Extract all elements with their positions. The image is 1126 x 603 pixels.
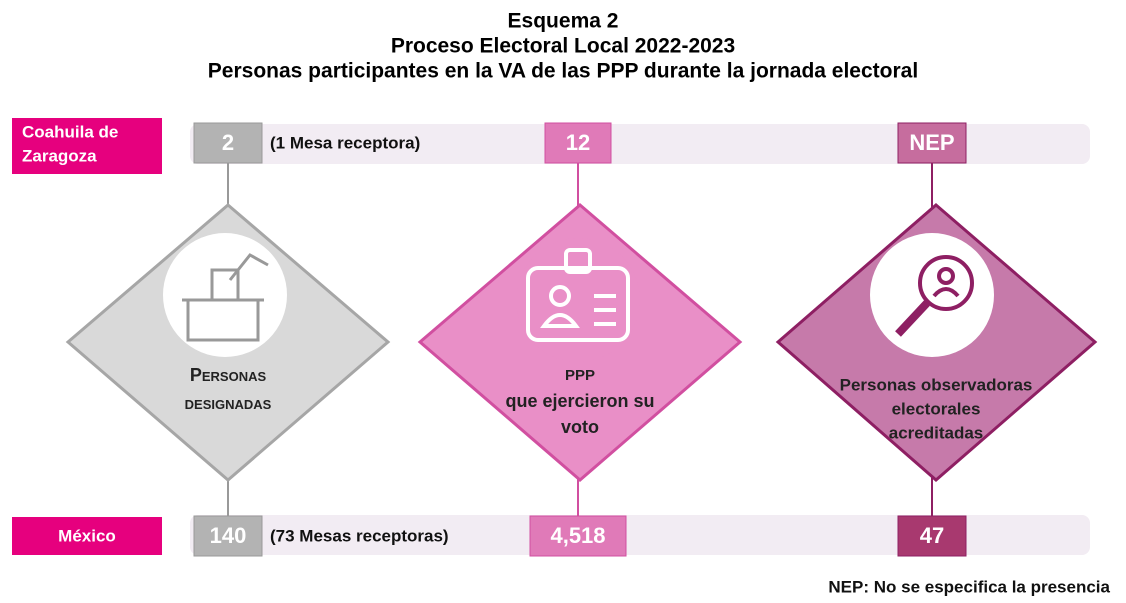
count: 2	[222, 130, 234, 155]
footnote: NEP: No se especifica la presencia	[828, 577, 1110, 596]
diamond-text: que ejercieron su	[505, 391, 654, 411]
entity-text: Coahuila de	[22, 122, 118, 141]
count-box	[897, 515, 967, 557]
diamond-text: Personas	[190, 365, 267, 385]
title-line: Personas participantes en la VA de las P…	[208, 60, 918, 83]
title-line: Proceso Electoral Local 2022-2023	[391, 35, 735, 58]
count: 12	[566, 130, 590, 155]
diamond-text: designadas	[185, 393, 272, 413]
ballot-icon	[182, 253, 269, 342]
search-icon	[895, 255, 974, 337]
count: 47	[920, 523, 944, 548]
title-line: Esquema 2	[508, 10, 619, 33]
badge-icon	[526, 248, 630, 342]
tables-note: (1 Mesa receptora)	[270, 133, 420, 152]
diamond-text: acreditadas	[889, 423, 984, 442]
count: 140	[210, 523, 247, 548]
diamond-text: Personas observadoras	[840, 375, 1033, 394]
diamond-text: PPP	[565, 367, 595, 384]
entity-label	[12, 118, 162, 174]
entity-text: Zaragoza	[22, 146, 97, 165]
count: 4,518	[550, 523, 605, 548]
count-box	[193, 122, 263, 164]
tables-note: (73 Mesas receptoras)	[270, 526, 449, 545]
icon-circle	[870, 233, 994, 357]
count-box	[193, 515, 263, 557]
count-box	[897, 122, 967, 164]
band	[190, 124, 1090, 164]
entity-label	[12, 517, 162, 555]
diamond-text: voto	[561, 417, 599, 437]
count-box	[529, 515, 627, 557]
icon-circle	[516, 238, 640, 362]
icon-circle	[163, 233, 287, 357]
count: NEP	[909, 130, 954, 155]
band	[190, 515, 1090, 555]
entity-text: México	[58, 526, 116, 545]
count-box	[544, 122, 612, 164]
diamond-text: electorales	[892, 399, 981, 418]
